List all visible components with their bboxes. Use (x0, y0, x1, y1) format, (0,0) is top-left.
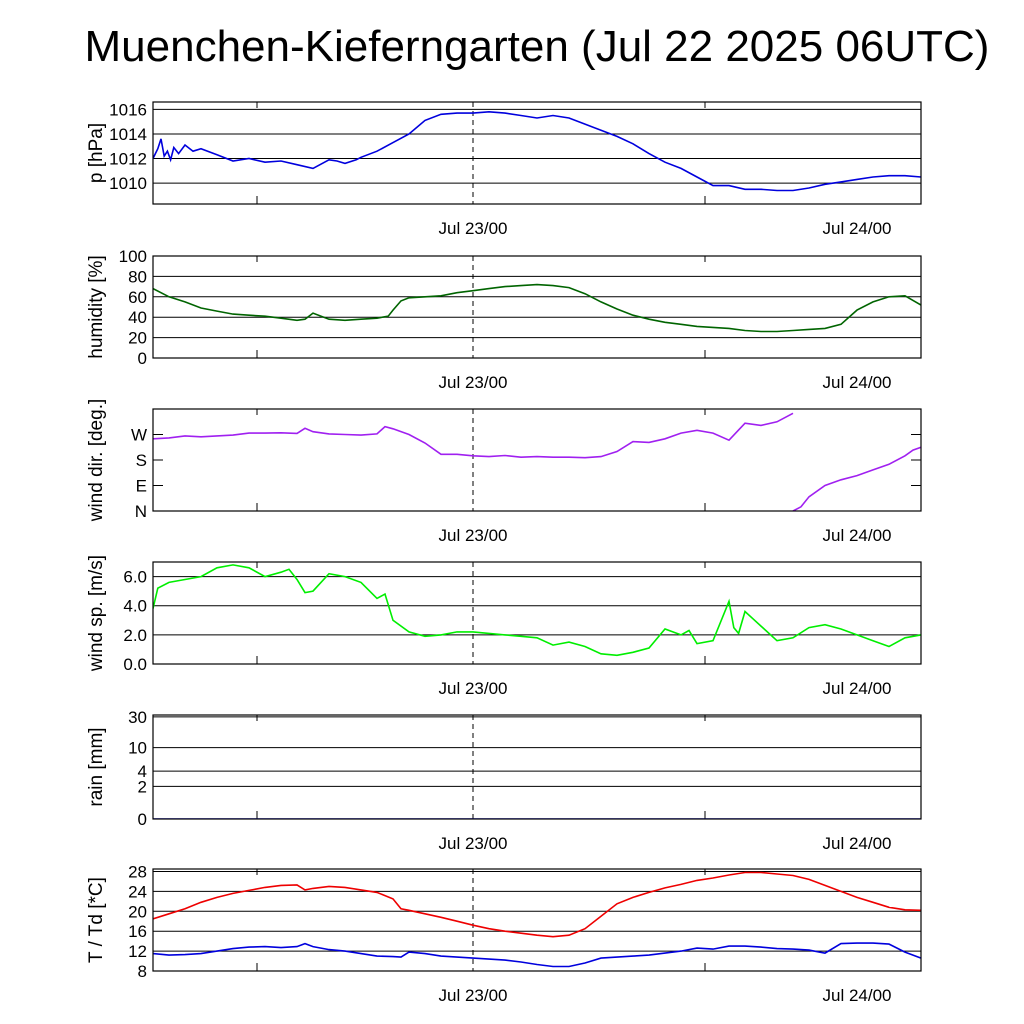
panel-frame (152, 714, 922, 820)
panel-frame (152, 101, 922, 205)
y-tick-label: 2.0 (123, 626, 147, 645)
y-tick-label: 1012 (109, 150, 147, 169)
y-tick-label: 8 (138, 962, 147, 981)
y-axis-label: T / Td [*C] (86, 877, 107, 963)
y-tick-label: 6.0 (123, 568, 147, 587)
y-tick-label: 1016 (109, 100, 147, 119)
x-tick-label: Jul 23/00 (439, 373, 508, 392)
y-tick-label: 10 (128, 739, 147, 758)
y-tick-label: 60 (128, 288, 147, 307)
y-tick-label: 24 (128, 882, 147, 901)
series-line (153, 110, 921, 192)
y-tick-label: 4.0 (123, 597, 147, 616)
y-tick-label: 0.0 (123, 655, 147, 674)
series-line (153, 942, 921, 968)
y-tick-label: 20 (128, 329, 147, 348)
x-tick-label: Jul 23/00 (439, 526, 508, 545)
x-tick-label: Jul 24/00 (823, 986, 892, 1005)
panel-frame (152, 561, 922, 665)
x-tick-label: Jul 24/00 (823, 219, 892, 238)
series-line (153, 564, 921, 657)
chart-title: Muenchen-Kieferngarten (Jul 22 2025 06UT… (84, 22, 990, 71)
y-tick-label: 0 (138, 349, 147, 368)
panel-frame (152, 255, 922, 359)
y-tick-label: 40 (128, 308, 147, 327)
series-line (153, 283, 921, 333)
y-tick-label: W (131, 426, 147, 445)
series-line (153, 871, 921, 938)
x-tick-label: Jul 24/00 (823, 373, 892, 392)
y-tick-label: 16 (128, 922, 147, 941)
y-axis-label: wind dir. [deg.] (86, 399, 107, 523)
y-axis-label: rain [mm] (86, 727, 107, 806)
y-tick-label: 1014 (109, 125, 147, 144)
x-tick-label: Jul 24/00 (823, 679, 892, 698)
x-tick-label: Jul 24/00 (823, 526, 892, 545)
y-axis-label: p [hPa] (86, 123, 107, 183)
series-line (153, 412, 794, 459)
y-tick-label: 28 (128, 862, 147, 881)
y-tick-label: N (135, 502, 147, 521)
y-tick-label: 1010 (109, 174, 147, 193)
y-tick-label: S (136, 451, 147, 470)
y-axis-label: humidity [%] (86, 255, 107, 358)
y-axis-label: wind sp. [m/s] (86, 555, 107, 672)
y-tick-label: 30 (128, 708, 147, 727)
x-tick-label: Jul 23/00 (439, 679, 508, 698)
x-tick-label: Jul 23/00 (439, 219, 508, 238)
y-tick-label: 12 (128, 942, 147, 961)
y-tick-label: E (136, 477, 147, 496)
y-tick-label: 100 (119, 247, 147, 266)
x-tick-label: Jul 23/00 (439, 986, 508, 1005)
y-tick-label: 0 (138, 810, 147, 829)
x-tick-label: Jul 23/00 (439, 834, 508, 853)
y-tick-label: 2 (138, 777, 147, 796)
y-tick-label: 80 (128, 267, 147, 286)
x-tick-label: Jul 24/00 (823, 834, 892, 853)
panel-frame (152, 868, 922, 972)
series-line (792, 446, 921, 511)
y-tick-label: 4 (138, 762, 147, 781)
y-tick-label: 20 (128, 902, 147, 921)
panel-frame (152, 408, 922, 512)
